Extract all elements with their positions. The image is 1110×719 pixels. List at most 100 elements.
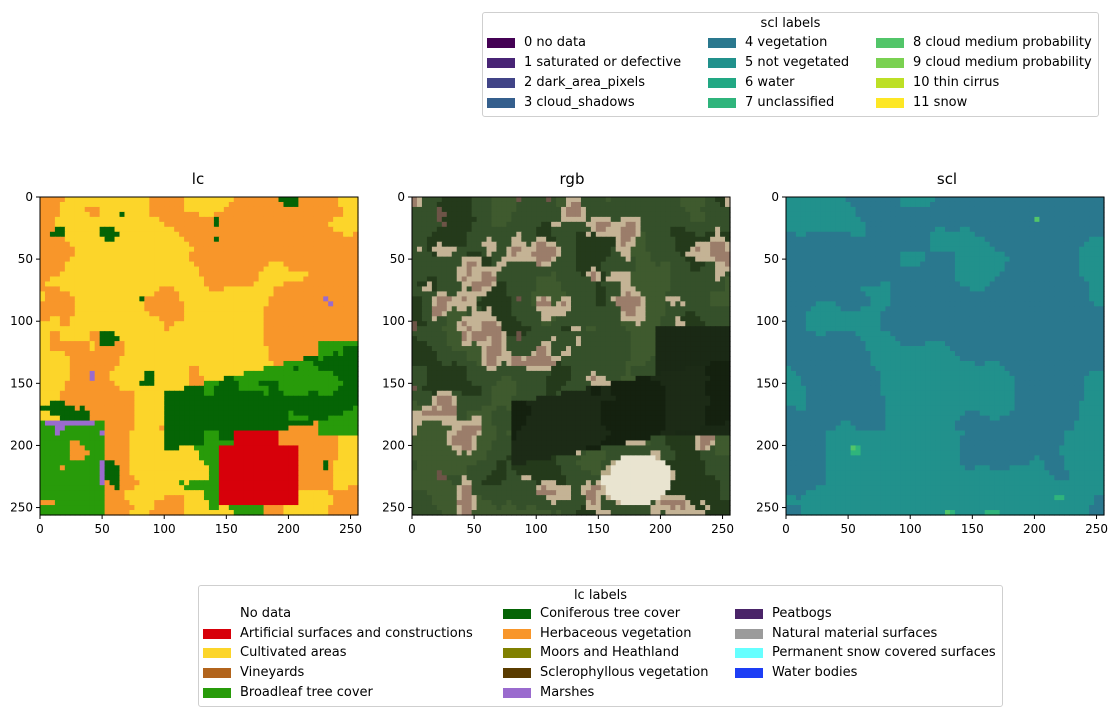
lc-cell — [303, 495, 309, 501]
lc-cell — [243, 390, 250, 397]
lc-cell — [218, 455, 225, 461]
rgb-cell — [461, 221, 468, 228]
lc-cell — [179, 341, 185, 347]
lc-cell — [258, 435, 265, 442]
lc-cell — [283, 440, 290, 447]
lc-cell — [64, 256, 71, 263]
lc-cell — [318, 375, 324, 382]
lc-cell — [109, 201, 116, 208]
lc-cell — [79, 365, 86, 372]
rgb-cell — [620, 236, 627, 243]
lc-cell — [298, 226, 304, 233]
lc-cell — [184, 256, 190, 263]
lc-cell — [313, 485, 319, 491]
lc-cell — [89, 500, 96, 506]
lc-cell — [213, 321, 220, 327]
lc-cell — [328, 316, 334, 322]
lc-cell — [69, 395, 76, 402]
rgb-cell — [481, 197, 488, 203]
lc-cell — [238, 480, 245, 486]
lc-cell — [149, 216, 155, 223]
lc-cell — [124, 400, 131, 407]
lc-cell — [169, 341, 175, 347]
rgb-cell — [700, 256, 706, 263]
lc-cell — [44, 385, 51, 392]
rgb-cell — [446, 221, 453, 228]
lc-cell — [154, 286, 160, 293]
lc-cell — [149, 360, 155, 367]
lc-cell — [213, 311, 220, 317]
lc-cell — [144, 430, 150, 437]
lc-cell — [333, 495, 339, 501]
lc-cell — [149, 445, 155, 452]
lc-cell — [40, 465, 46, 471]
lc-cell — [313, 450, 319, 456]
lc-cell — [323, 266, 329, 273]
lc-cell — [268, 261, 275, 268]
lc-cell — [288, 390, 295, 397]
lc-cell — [169, 226, 175, 233]
lc-cell — [169, 241, 175, 248]
lc-cell — [94, 336, 101, 342]
lc-cell — [268, 460, 275, 466]
lc-cell — [333, 351, 339, 357]
rgb-cell — [600, 226, 607, 233]
lc-cell — [278, 311, 285, 317]
lc-cell — [69, 400, 76, 407]
lc-cell — [238, 505, 245, 511]
lc-cell — [298, 251, 304, 258]
lc-cell — [308, 226, 314, 233]
lc-cell — [144, 346, 150, 352]
lc-cell — [313, 336, 319, 342]
lc-cell — [338, 201, 344, 208]
lc-cell — [134, 261, 140, 268]
lc-cell — [44, 475, 51, 481]
lc-cell — [348, 375, 354, 382]
lc-cell — [184, 485, 190, 491]
lc-cell — [283, 341, 290, 347]
lc-cell — [154, 346, 160, 352]
lc-cell — [54, 306, 61, 312]
lc-cell — [149, 266, 155, 273]
rgb-cell — [645, 221, 652, 228]
lc-cell — [333, 390, 339, 397]
rgb-cell — [546, 251, 552, 258]
lc-cell — [74, 380, 81, 387]
lc-cell — [338, 251, 344, 258]
rgb-cell — [660, 236, 667, 243]
lc-cell — [124, 500, 131, 506]
scl-legend-swatch — [708, 78, 736, 88]
lc-cell — [338, 490, 344, 496]
lc-cell — [313, 465, 319, 471]
lc-cell — [248, 370, 255, 377]
lc-cell — [119, 206, 126, 213]
rgb-cell — [655, 251, 662, 258]
rgb-cell — [551, 206, 557, 213]
rgb-cell — [690, 246, 696, 253]
lc-cell — [228, 261, 235, 268]
lc-cell — [149, 495, 155, 501]
lc-cell — [144, 206, 150, 213]
lc-cell — [164, 356, 170, 362]
lc-cell — [233, 425, 240, 432]
lc-cell — [338, 281, 344, 288]
lc-cell — [149, 460, 155, 466]
lc-cell — [179, 351, 185, 357]
lc-cell — [338, 346, 344, 352]
lc-cell — [159, 246, 165, 253]
lc-cell — [278, 450, 285, 456]
rgb-cell — [561, 206, 567, 213]
lc-cell — [109, 286, 116, 293]
rgb-cell — [556, 197, 562, 203]
lc-cell — [54, 266, 61, 273]
lc-cell — [109, 216, 116, 223]
rgb-cell — [536, 251, 542, 258]
lc-cell — [218, 495, 225, 501]
lc-cell — [149, 331, 155, 337]
lc-cell — [268, 331, 275, 337]
lc-cell — [169, 455, 175, 461]
lc-cell — [129, 221, 136, 228]
lc-cell — [189, 390, 195, 397]
lc-cell — [248, 460, 255, 466]
